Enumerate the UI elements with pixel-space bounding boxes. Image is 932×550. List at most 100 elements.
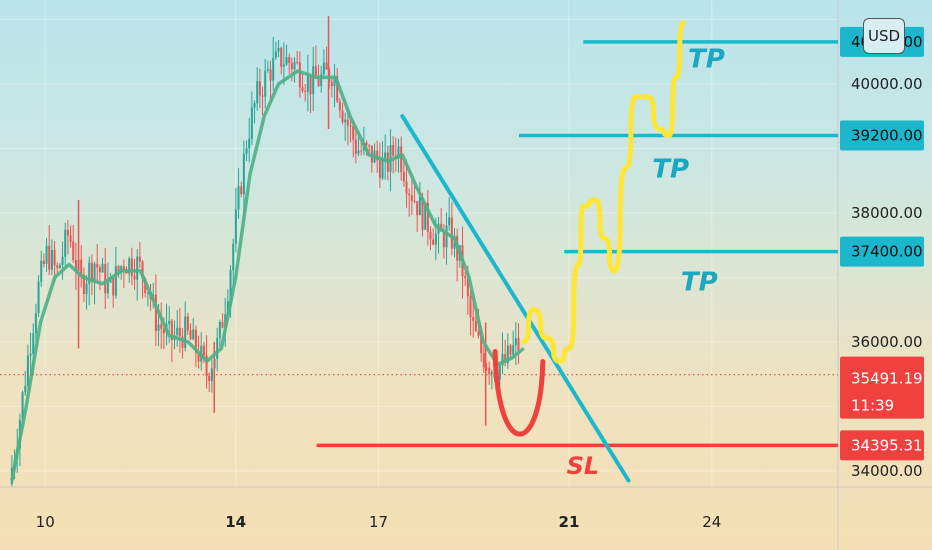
candle-body	[184, 316, 187, 348]
candle-body	[325, 62, 328, 70]
candle-body	[266, 69, 269, 71]
candle-body	[472, 317, 475, 321]
candle-body	[58, 265, 61, 268]
candle-body	[114, 266, 117, 296]
candle-body	[296, 62, 299, 64]
candle-body	[138, 256, 141, 262]
candle-body	[40, 260, 43, 282]
candle-body	[141, 261, 144, 279]
y-tick-label: 40000.00	[851, 75, 923, 93]
level-badge-label: 37400.00	[851, 243, 923, 261]
candle-body	[509, 345, 512, 355]
candle-body	[93, 263, 96, 282]
candle-body	[264, 70, 267, 97]
candle-body	[234, 209, 237, 244]
candle-body	[429, 231, 432, 240]
candle-body	[168, 320, 171, 325]
candle-body	[221, 321, 224, 328]
candle-body	[72, 241, 75, 261]
candle-body	[485, 367, 488, 369]
candle-body	[181, 336, 184, 348]
tp-label: TP	[681, 267, 718, 297]
candle-body	[320, 74, 323, 86]
candle-body	[250, 107, 253, 139]
candle-body	[488, 367, 491, 374]
candle-body	[90, 262, 93, 282]
candle-body	[240, 186, 243, 195]
candle-body	[442, 231, 445, 248]
candle-body	[205, 355, 208, 377]
candle-body	[32, 333, 35, 354]
candle-body	[498, 365, 501, 380]
candle-body	[104, 263, 107, 294]
candle-body	[202, 345, 205, 356]
candle-body	[408, 193, 411, 196]
x-tick-label: 10	[36, 513, 55, 531]
candle-body	[397, 146, 400, 159]
candle-body	[253, 103, 256, 108]
candle-body	[258, 81, 261, 96]
candle-body	[352, 125, 355, 140]
candle-body	[162, 328, 165, 334]
candle-body	[392, 144, 395, 156]
candle-body	[29, 353, 32, 356]
candle-body	[450, 217, 453, 249]
candle-body	[306, 76, 309, 92]
candle-body	[176, 327, 179, 336]
candle-body	[517, 338, 520, 351]
candle-body	[490, 371, 493, 374]
candle-body	[256, 81, 259, 104]
candle-body	[466, 278, 469, 297]
candle-body	[42, 260, 45, 264]
candle-body	[186, 316, 189, 331]
candle-body	[504, 353, 507, 364]
level-badge-label: 34395.31	[851, 436, 923, 454]
candle-body	[208, 376, 211, 382]
trendline	[400, 114, 631, 483]
candle-body	[338, 101, 341, 111]
cup-arc	[492, 349, 546, 437]
candle-body	[293, 62, 296, 70]
tp-label: TP	[688, 45, 725, 75]
candle-body	[514, 338, 517, 346]
candle-body	[130, 258, 133, 276]
candle-body	[197, 352, 200, 362]
candle-body	[154, 294, 157, 331]
candle-body	[421, 196, 424, 230]
candle-body	[272, 57, 275, 81]
x-tick-label: 17	[369, 513, 388, 531]
candle-body	[261, 95, 264, 97]
candle-body	[136, 256, 139, 280]
level-badge	[840, 120, 924, 151]
candle-body	[26, 355, 29, 387]
candle-body	[288, 57, 291, 64]
candle-body	[506, 345, 509, 364]
candle-body	[469, 296, 472, 318]
candle-body	[368, 145, 371, 147]
candle-body	[24, 386, 27, 393]
moving-average-line	[10, 69, 525, 481]
candle-body	[80, 259, 83, 275]
candle-body	[106, 282, 109, 294]
candle-body	[448, 217, 451, 226]
currency-label[interactable]: USD	[863, 18, 905, 54]
countdown-label: 11:39	[851, 397, 894, 415]
candle-body	[274, 51, 277, 58]
candle-body	[101, 263, 104, 273]
candle-body	[304, 90, 307, 92]
candle-body	[170, 320, 173, 341]
candle-body	[216, 338, 219, 359]
candle-body	[477, 331, 480, 336]
candle-body	[34, 313, 37, 334]
candle-body	[194, 329, 197, 353]
candle-body	[50, 250, 53, 270]
candle-body	[64, 229, 67, 257]
candle-body	[464, 276, 467, 279]
candle-body	[37, 281, 40, 314]
candle-body	[336, 76, 339, 102]
candle-body	[189, 330, 192, 340]
candle-body	[322, 62, 325, 75]
level-badge	[840, 236, 924, 267]
candle-body	[418, 196, 421, 216]
